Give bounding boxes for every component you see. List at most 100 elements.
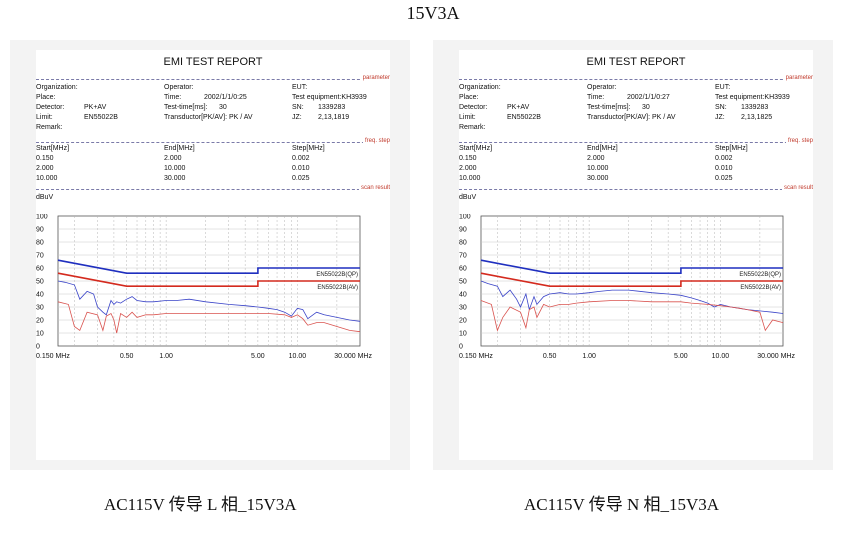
- x-tick-label: 30.000 MHz: [757, 353, 795, 360]
- detector-value: PK+AV: [84, 104, 107, 111]
- end-header: End[MHz]: [164, 145, 195, 152]
- time-value: 2002/1/1/0:27: [627, 94, 670, 101]
- parameter-divider: parameter: [459, 74, 813, 83]
- sn-label: SN:: [292, 104, 304, 111]
- transducer-label: Transductor[PK/AV]: PK / AV: [587, 114, 676, 121]
- jz-label: JZ:: [292, 114, 302, 121]
- equipment-label: Test equipment:KH3939: [715, 94, 790, 101]
- operator-label: Operator:: [164, 84, 194, 91]
- y-tick-label: 80: [459, 240, 467, 247]
- y-tick-label: 0: [459, 344, 463, 351]
- emi-chart-n: 0 10 20 30 40 50 60 70 80 90 100 0.150 MHz 0.50 1.00 5…: [459, 214, 795, 360]
- y-tick-label: 0: [36, 344, 40, 351]
- x-tick-label: 1.00: [159, 353, 173, 360]
- freq-cell: 2.000: [587, 155, 605, 162]
- scan-result-label: scan result: [358, 184, 390, 193]
- y-axis-unit: dBuV: [459, 194, 477, 201]
- x-tick-label: 0.50: [120, 353, 134, 360]
- x-tick-label: 5.00: [251, 353, 265, 360]
- caption-l: AC115V 传导 L 相_15V3A: [104, 495, 297, 514]
- y-tick-label: 30: [36, 305, 44, 312]
- equipment-label: Test equipment:KH3939: [292, 94, 367, 101]
- parameter-divider: parameter: [36, 74, 390, 83]
- remark-label: Remark:: [459, 124, 486, 131]
- step-header: Step[MHz]: [715, 145, 748, 152]
- end-header: End[MHz]: [587, 145, 618, 152]
- jz-value: 2,13,1819: [318, 114, 350, 121]
- x-tick-label: 10.00: [289, 353, 307, 360]
- freq-step-label: freq. step: [785, 137, 813, 146]
- emi-chart-l: 0 10 20 30 40 50 60 70 80 90 100 0.150 MHz 0.50 1.00 5…: [36, 214, 372, 360]
- testtime-label: Test-time[ms]:: [587, 104, 631, 111]
- jz-label: JZ:: [715, 114, 725, 121]
- y-tick-label: 70: [459, 253, 467, 260]
- eut-label: EUT:: [292, 84, 308, 91]
- y-tick-label: 20: [36, 318, 44, 325]
- y-tick-label: 90: [36, 227, 44, 234]
- report-title: EMI TEST REPORT: [586, 56, 686, 68]
- freq-step-divider: freq. step: [459, 137, 813, 146]
- freq-cell: 0.010: [715, 165, 733, 172]
- detector-value: PK+AV: [507, 104, 530, 111]
- testtime-value: 30: [642, 104, 650, 111]
- peak-trace: [480, 280, 784, 314]
- transducer-label: Transductor[PK/AV]: PK / AV: [164, 114, 253, 121]
- av-limit-line: [57, 272, 360, 287]
- freq-cell: 30.000: [164, 175, 186, 182]
- y-tick-label: 20: [459, 318, 467, 325]
- sn-label: SN:: [715, 104, 727, 111]
- parameter-label: parameter: [783, 74, 813, 83]
- freq-cell: 2.000: [164, 155, 182, 162]
- average-trace: [57, 301, 361, 334]
- testtime-value: 30: [219, 104, 227, 111]
- freq-cell: 0.025: [715, 175, 733, 182]
- freq-cell: 10.000: [459, 175, 481, 182]
- y-axis-unit: dBuV: [36, 194, 54, 201]
- detector-label: Detector:: [459, 104, 488, 111]
- place-label: Place:: [36, 94, 56, 101]
- report-panel-n: EMI TEST REPORT parameter Organization: …: [433, 40, 833, 470]
- x-tick-label: 5.00: [674, 353, 688, 360]
- y-tick-label: 40: [459, 292, 467, 299]
- scan-result-divider: scan result: [459, 184, 813, 193]
- freq-cell: 10.000: [164, 165, 186, 172]
- testtime-label: Test-time[ms]:: [164, 104, 208, 111]
- y-tick-label: 50: [36, 279, 44, 286]
- av-limit-line: [480, 272, 783, 287]
- limit-value: EN55022B: [84, 114, 118, 121]
- y-tick-label: 90: [459, 227, 467, 234]
- detector-label: Detector:: [36, 104, 65, 111]
- x-tick-label: 0.150 MHz: [459, 353, 493, 360]
- sn-value: 1339283: [741, 104, 769, 111]
- qp-limit-line: [57, 259, 360, 275]
- limit-label: EN55022B(QP): [739, 272, 781, 278]
- time-label: Time:: [587, 94, 605, 101]
- x-tick-label: 10.00: [712, 353, 730, 360]
- time-label: Time:: [164, 94, 182, 101]
- remark-label: Remark:: [36, 124, 63, 131]
- average-trace: [480, 300, 784, 332]
- freq-cell: 0.150: [36, 155, 54, 162]
- time-value: 2002/1/1/0:25: [204, 94, 247, 101]
- limit-label: EN55022B(AV): [740, 285, 781, 291]
- y-tick-label: 100: [36, 214, 48, 221]
- freq-cell: 10.000: [36, 175, 58, 182]
- freq-cell: 0.010: [292, 165, 310, 172]
- freq-cell: 0.025: [292, 175, 310, 182]
- x-tick-label: 1.00: [582, 353, 596, 360]
- freq-cell: 10.000: [587, 165, 609, 172]
- organization-label: Organization:: [459, 84, 501, 91]
- x-tick-label: 0.50: [543, 353, 557, 360]
- caption-n: AC115V 传导 N 相_15V3A: [524, 495, 720, 514]
- x-tick-label: 0.150 MHz: [36, 353, 70, 360]
- freq-cell: 0.150: [459, 155, 477, 162]
- limit-label: Limit:: [36, 114, 53, 121]
- limit-value: EN55022B: [507, 114, 541, 121]
- start-header: Start[MHz]: [459, 145, 493, 152]
- report-panel-l: EMI TEST REPORT parameter Organization: …: [10, 40, 410, 470]
- emi-report: EMI TEST REPORT parameter Organization: …: [459, 50, 813, 460]
- freq-cell: 2.000: [36, 165, 54, 172]
- scan-result-label: scan result: [781, 184, 813, 193]
- y-tick-label: 100: [459, 214, 471, 221]
- limit-label: Limit:: [459, 114, 476, 121]
